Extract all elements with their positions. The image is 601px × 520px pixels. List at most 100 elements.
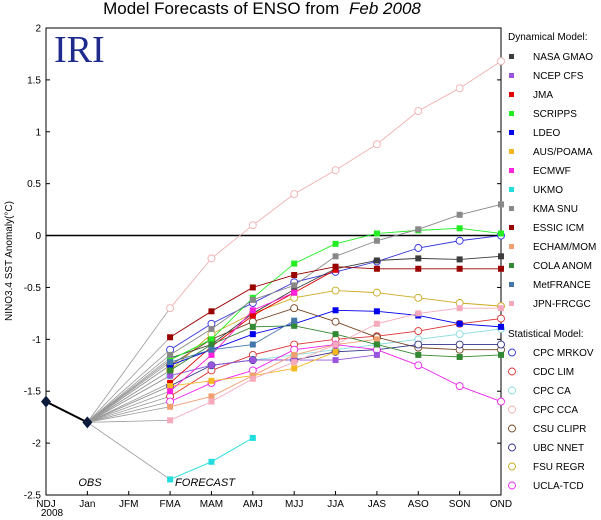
legend-label-ncep-cfs: NCEP CFS <box>533 71 584 82</box>
data-point-metfrance <box>167 359 174 366</box>
legend-marker-cola-anom <box>509 263 514 268</box>
data-point-ldeo <box>249 331 256 338</box>
legend-statistical-title: Statistical Model: <box>508 329 584 340</box>
series-cpc-cca <box>166 57 505 313</box>
data-point-ubc-nnet <box>414 340 423 349</box>
series-ukmo <box>167 434 256 483</box>
y-tick-label: -2 <box>32 439 41 450</box>
year-label: 2008 <box>41 508 64 519</box>
y-tick-label: -2.5 <box>24 491 42 502</box>
data-point-cpc-cca <box>372 140 381 149</box>
data-point-ucla-tcd <box>455 382 464 390</box>
data-point-ldeo <box>332 307 339 314</box>
legend-marker-cdc-lim <box>508 367 516 376</box>
data-point-cpc-cca <box>166 304 175 313</box>
data-point-kma-snu <box>456 211 463 218</box>
data-point-cpc-cca <box>455 84 464 93</box>
data-point-ukmo <box>167 476 174 483</box>
data-point-ukmo <box>249 434 256 441</box>
legend-label-jma: JMA <box>533 90 553 101</box>
legend-marker-ukmo <box>509 187 514 192</box>
legend-marker-csu-clipr <box>508 424 516 433</box>
data-point-cola-anom <box>456 353 463 360</box>
data-point-jpn-frcgc <box>208 398 215 405</box>
y-tick-label: -1 <box>32 335 41 346</box>
observed-point <box>41 395 51 408</box>
data-point-cpc-cca <box>497 57 505 66</box>
legend-marker-kma-snu <box>509 206 514 211</box>
fan-line-echam-mom <box>87 406 171 423</box>
x-tick-label: Jan <box>79 499 95 510</box>
data-point-scripps <box>498 230 504 237</box>
data-point-kma-snu <box>332 253 339 260</box>
legend-label-cpc-cca: CPC CCA <box>533 405 578 416</box>
plot-frame <box>45 27 502 496</box>
series-line-ncep-cfs <box>169 354 377 377</box>
data-point-ecmwf <box>167 388 174 395</box>
data-point-echam-mom <box>291 351 298 358</box>
data-point-cpc-ca <box>455 330 464 339</box>
chart-title-main: Model Forecasts of ENSO from <box>103 0 339 18</box>
data-point-cpc-mrkov <box>455 236 464 245</box>
x-tick-label: SON <box>449 499 471 510</box>
legend-marker-ncep-cfs <box>509 73 514 78</box>
data-point-jpn-frcgc <box>249 375 256 382</box>
data-point-csu-clipr <box>290 304 299 313</box>
data-point-cpc-cca <box>331 166 340 175</box>
data-point-ubc-nnet <box>455 340 464 349</box>
x-tick-label: MAM <box>200 499 223 510</box>
data-point-kma-snu <box>208 325 215 332</box>
fan-line-cpc-ca <box>87 375 171 423</box>
fan-line-cpc-cca <box>87 307 171 423</box>
obs-label: OBS <box>78 477 102 489</box>
data-point-ucla-tcd <box>497 397 505 406</box>
legend-marker-jpn-frcgc <box>509 301 514 306</box>
series-line-ukmo <box>169 437 254 480</box>
observed-point <box>82 416 93 429</box>
fan-line-jma <box>87 382 171 423</box>
fan-line-ubc-nnet <box>87 385 171 423</box>
legend-label-cdc-lim: CDC LIM <box>533 367 574 378</box>
x-tick-label: JAS <box>368 499 387 510</box>
data-point-ecmwf <box>291 289 298 296</box>
data-point-echam-mom <box>249 372 256 379</box>
data-point-nasa-gmao <box>291 286 298 293</box>
observed-line <box>45 400 88 424</box>
y-tick-label: 0.5 <box>27 179 41 190</box>
chart-title-date: Feb 2008 <box>349 0 421 18</box>
y-tick-label: -1.5 <box>24 387 42 398</box>
fan-line-kma-snu <box>87 354 171 423</box>
legend-marker-ubc-nnet <box>508 443 516 452</box>
data-point-scripps <box>373 230 380 237</box>
legend-label-csu-clipr: CSU CLIPR <box>533 424 586 435</box>
data-point-csu-clipr <box>331 317 340 326</box>
legend-dynamical-title: Dynamical Model: <box>508 32 587 43</box>
data-point-jpn-frcgc <box>373 320 380 327</box>
data-point-echam-mom <box>208 393 215 400</box>
data-point-cola-anom <box>249 323 256 330</box>
data-point-cpc-cca <box>248 221 257 230</box>
data-point-ubc-nnet <box>497 340 505 349</box>
legend-label-ukmo: UKMO <box>533 185 563 196</box>
y-ticks: -2.5 -2 -1.5 -1 -0.5 0 0.5 1 1.5 2 <box>24 24 501 502</box>
series-line-metfrance <box>169 320 295 363</box>
data-point-cola-anom <box>291 322 298 329</box>
legend-marker-aus-poama <box>509 149 514 154</box>
data-point-ncep-cfs <box>332 357 339 364</box>
data-point-cola-anom <box>208 341 215 348</box>
data-point-essic-icm <box>498 265 504 272</box>
x-tick-label: OND <box>490 499 512 510</box>
legend-label-cola-anom: COLA ANOM <box>533 261 592 272</box>
data-point-essic-icm <box>208 308 215 315</box>
x-tick-label: AMJ <box>243 499 263 510</box>
data-point-aus-poama <box>208 377 215 384</box>
x-tick-label: JFM <box>119 499 138 510</box>
series-ecmwf <box>167 289 298 395</box>
data-point-scripps <box>332 240 339 247</box>
y-tick-label: -0.5 <box>24 283 42 294</box>
fan-line-jpn-frcgc <box>87 419 171 423</box>
data-point-cola-anom <box>167 367 174 374</box>
legend-marker-echam-mom <box>509 244 514 249</box>
legend-label-echam-mom: ECHAM/MOM <box>533 242 596 253</box>
